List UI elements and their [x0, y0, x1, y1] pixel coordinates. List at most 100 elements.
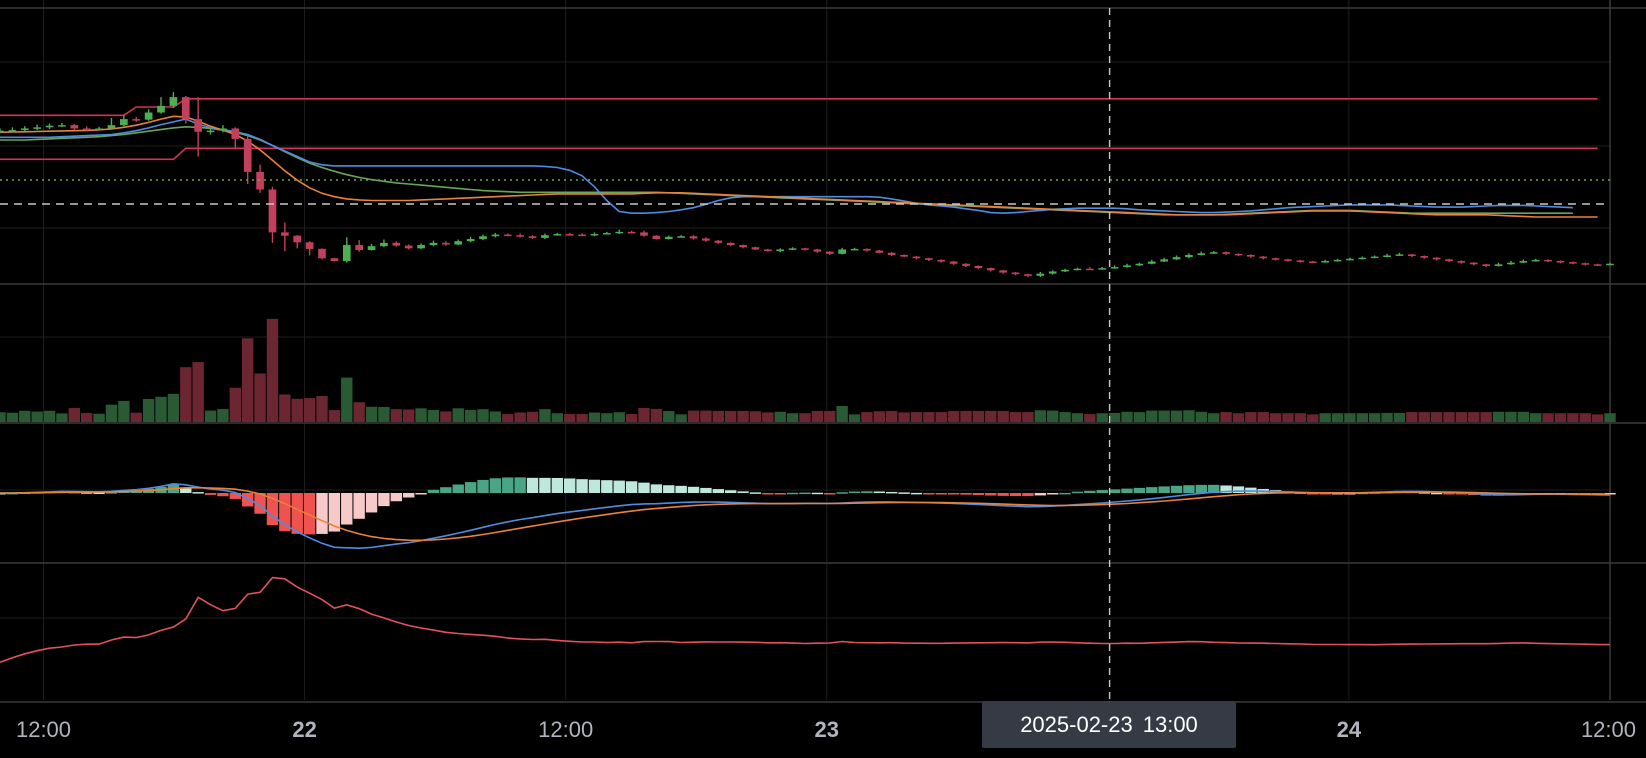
volume-bar-40 — [489, 411, 502, 422]
candle-body-19 — [231, 128, 240, 139]
candle-103 — [1271, 257, 1280, 261]
volume-bar-68 — [836, 405, 848, 422]
candle-28 — [342, 237, 351, 263]
candle-107 — [1321, 259, 1329, 263]
candle-7 — [82, 126, 91, 131]
candle-129 — [1593, 263, 1602, 266]
candle-body-58 — [714, 240, 723, 243]
volume-bar-2 — [19, 410, 31, 422]
macd-hist-bar-96 — [1183, 485, 1195, 493]
candle-body-28 — [342, 245, 351, 261]
macd-hist-bar-46 — [563, 478, 576, 493]
volume-bar-54 — [663, 410, 675, 422]
volume-bar-16 — [192, 362, 204, 422]
volume-bar-34 — [415, 408, 427, 422]
candle-29 — [355, 240, 363, 252]
candle-body-35 — [429, 242, 438, 246]
candle-body-80 — [986, 268, 995, 271]
volume-bar-115 — [1418, 412, 1430, 422]
time-tick-label-1: 22 — [292, 717, 316, 742]
macd-hist-bar-22 — [266, 493, 279, 526]
candle-58 — [714, 240, 723, 244]
macd-hist-bar-95 — [1170, 485, 1183, 493]
volume-bar-47 — [576, 414, 588, 422]
candle-51 — [627, 230, 636, 234]
candle-32 — [392, 241, 401, 247]
volume-bar-98 — [1207, 413, 1220, 422]
macd-hist-bar-53 — [650, 484, 663, 493]
candle-117 — [1445, 258, 1453, 263]
macd-hist-bar-62 — [762, 493, 774, 495]
macd-pane[interactable] — [0, 477, 1616, 550]
candle-body-107 — [1321, 261, 1329, 263]
volume-bar-56 — [687, 410, 700, 422]
candle-9 — [107, 118, 116, 130]
volume-bar-22 — [266, 318, 279, 422]
candle-body-67 — [825, 251, 834, 254]
candle-body-119 — [1469, 262, 1478, 265]
volume-pane[interactable] — [0, 318, 1616, 422]
macd-hist-bar-81 — [997, 493, 1009, 496]
candle-41 — [503, 233, 512, 237]
volume-bar-42 — [514, 412, 526, 422]
candle-93 — [1147, 259, 1156, 265]
macd-hist-bar-44 — [539, 477, 551, 493]
candle-62 — [764, 248, 772, 252]
candle-body-90 — [1110, 267, 1119, 269]
candle-80 — [986, 267, 995, 272]
price-pane[interactable] — [0, 92, 1614, 277]
candle-8 — [95, 126, 103, 131]
time-axis: 12:00 22 12:00 23 24 12:00 — [16, 717, 1636, 742]
candle-104 — [1284, 258, 1292, 262]
candle-body-3 — [33, 127, 41, 129]
volume-bar-106 — [1307, 414, 1319, 422]
candle-body-4 — [45, 125, 54, 128]
candle-body-22 — [268, 189, 277, 233]
candle-body-40 — [491, 234, 500, 237]
candle-body-7 — [82, 128, 91, 130]
time-tick-label-5: 12:00 — [1581, 717, 1636, 742]
candle-body-30 — [367, 246, 376, 250]
candle-77 — [949, 261, 958, 265]
candle-44 — [541, 233, 549, 239]
macd-hist-bar-43 — [526, 477, 539, 493]
macd-hist-bar-41 — [502, 477, 514, 493]
candle-body-46 — [565, 234, 574, 236]
candle-119 — [1469, 262, 1478, 266]
candle-body-118 — [1457, 261, 1466, 263]
macd-hist-bar-80 — [985, 493, 997, 496]
volume-bar-114 — [1406, 412, 1418, 422]
candle-body-57 — [702, 238, 710, 241]
rsi-pane[interactable] — [0, 576, 1610, 663]
macd-hist-bar-24 — [291, 493, 303, 534]
candle-17 — [206, 127, 215, 135]
volume-bar-105 — [1294, 413, 1307, 422]
volume-bar-5 — [56, 413, 68, 422]
volume-bar-55 — [675, 414, 687, 422]
macd-hist-bar-60 — [737, 491, 749, 493]
candle-128 — [1581, 262, 1590, 266]
candle-body-26 — [318, 248, 326, 259]
candle-38 — [466, 236, 475, 243]
macd-hist-bar-106 — [1307, 493, 1319, 495]
macd-hist-bar-30 — [365, 493, 378, 513]
volume-bar-41 — [502, 414, 514, 422]
macd-hist-bar-87 — [1071, 491, 1084, 494]
volume-bar-73 — [898, 412, 910, 422]
volume-bar-82 — [1009, 412, 1022, 422]
volume-bar-3 — [31, 411, 43, 422]
time-tick-label-4: 24 — [1337, 717, 1362, 742]
candle-25 — [305, 241, 314, 256]
macd-hist-bar-40 — [489, 478, 502, 493]
candle-45 — [553, 232, 562, 236]
macd-hist-bar-27 — [328, 493, 341, 532]
macd-hist-bar-52 — [638, 482, 650, 493]
volume-bar-128 — [1579, 413, 1591, 422]
volume-bar-26 — [316, 395, 328, 422]
volume-bar-32 — [390, 409, 403, 422]
candle-body-37 — [454, 241, 463, 245]
volume-bar-49 — [601, 413, 613, 422]
volume-bar-43 — [526, 411, 539, 422]
